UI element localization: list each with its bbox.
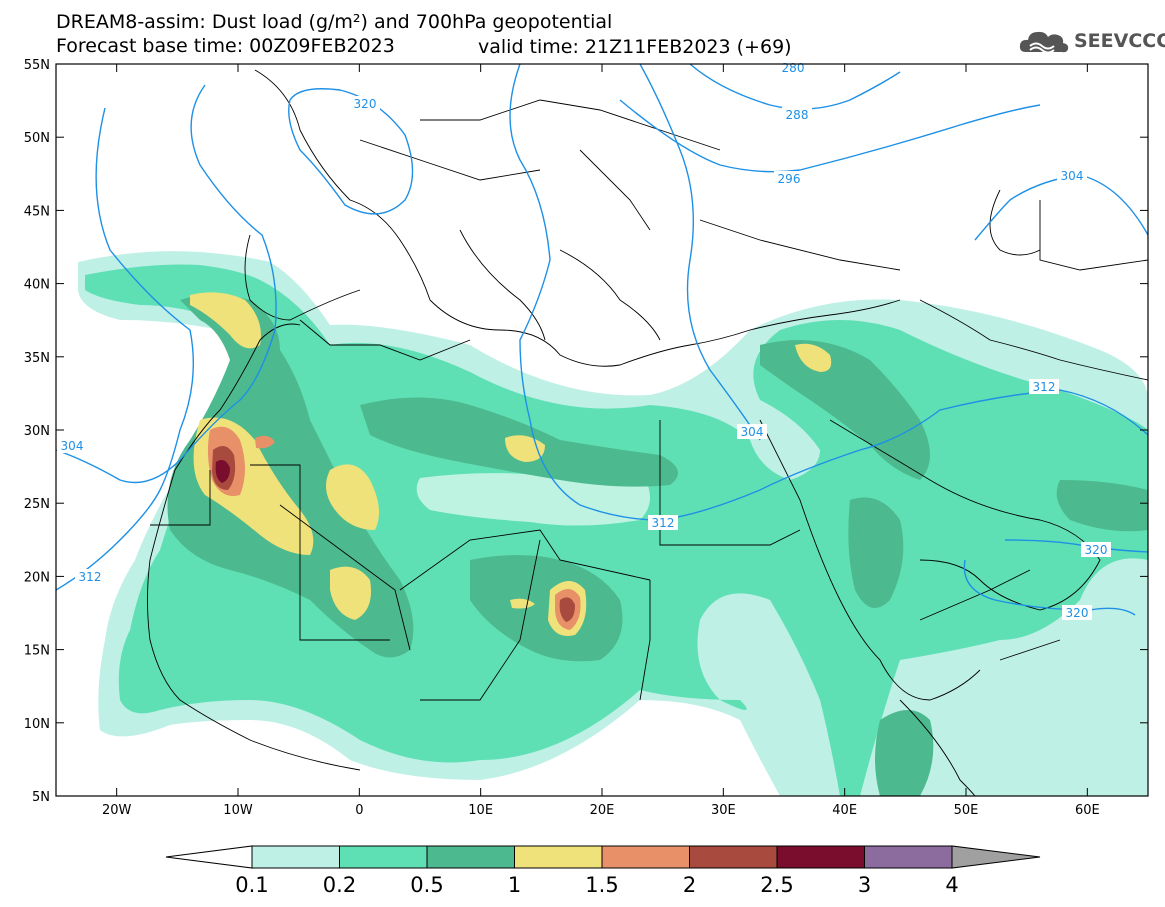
colorbar-box bbox=[251, 845, 340, 869]
seevccc-logo: SEEVCCC bbox=[1018, 26, 1165, 58]
map-axes: 20W 10W 0 10E 20E 30E 40E 50E 60E 55N 50N 45N 40N 35N… bbox=[24, 58, 1148, 818]
svg-text:320: 320 bbox=[1085, 543, 1108, 557]
lat-tick-label: 55N bbox=[24, 58, 50, 73]
contour-labels: 280 288 296 304 304 304 312 312 312 320 320 320 bbox=[57, 60, 1111, 620]
svg-text:304: 304 bbox=[1061, 169, 1084, 183]
svg-text:320: 320 bbox=[1066, 606, 1089, 620]
lat-tick-label: 15N bbox=[24, 644, 50, 659]
contour-label: 304 bbox=[737, 424, 767, 439]
contour-label: 320 bbox=[1081, 542, 1111, 557]
lon-tick-label: 20W bbox=[102, 803, 132, 818]
lon-tick-label: 20E bbox=[590, 803, 615, 818]
lon-tick-label: 40E bbox=[832, 803, 857, 818]
contour-label: 288 bbox=[782, 107, 812, 122]
svg-text:312: 312 bbox=[652, 516, 675, 530]
svg-text:304: 304 bbox=[61, 439, 84, 453]
colorbar: 0.1 0.2 0.5 1 1.5 2 2.5 3 4 bbox=[165, 845, 1041, 897]
svg-text:288: 288 bbox=[786, 108, 809, 122]
colorbar-box bbox=[689, 845, 778, 869]
colorbar-label: 2 bbox=[683, 873, 696, 897]
contour-label: 320 bbox=[1062, 605, 1092, 620]
colorbar-label: 2.5 bbox=[760, 873, 793, 897]
colorbar-box bbox=[601, 845, 690, 869]
lon-tick-label: 60E bbox=[1075, 803, 1100, 818]
colorbar-box bbox=[864, 845, 953, 869]
dust-field bbox=[78, 251, 1148, 796]
svg-text:280: 280 bbox=[782, 61, 805, 75]
colorbar-label: 4 bbox=[945, 873, 958, 897]
contour-label: 320 bbox=[350, 96, 380, 111]
contour-label: 312 bbox=[648, 515, 678, 530]
lon-tick-label: 50E bbox=[954, 803, 979, 818]
colorbar-label: 0.5 bbox=[410, 873, 443, 897]
geopotential-contours bbox=[56, 64, 1148, 616]
svg-text:312: 312 bbox=[79, 570, 102, 584]
colorbar-box bbox=[339, 845, 428, 869]
logo-text: SEEVCCC bbox=[1074, 30, 1165, 52]
colorbar-over-arrow bbox=[951, 845, 1041, 869]
map-title: DREAM8-assim: Dust load (g/m²) and 700hP… bbox=[56, 11, 613, 33]
lat-tick-label: 45N bbox=[24, 204, 50, 219]
contour-label: 312 bbox=[1029, 379, 1059, 394]
colorbar-label: 0.2 bbox=[323, 873, 356, 897]
lat-tick-label: 35N bbox=[24, 351, 50, 366]
lon-tick-label: 10W bbox=[223, 803, 253, 818]
colorbar-label: 0.1 bbox=[235, 873, 268, 897]
lat-tick-label: 5N bbox=[32, 790, 50, 805]
svg-text:312: 312 bbox=[1033, 380, 1056, 394]
lon-tick-label: 10E bbox=[468, 803, 493, 818]
lat-tick-label: 50N bbox=[24, 131, 50, 146]
lon-tick-label: 0 bbox=[355, 803, 363, 818]
lat-tick-label: 25N bbox=[24, 497, 50, 512]
contour-label: 296 bbox=[774, 171, 804, 186]
valid-time: valid time: 21Z11FEB2023 (+69) bbox=[478, 36, 792, 58]
colorbar-label: 1.5 bbox=[585, 873, 618, 897]
colorbar-box bbox=[776, 845, 865, 869]
colorbar-label: 3 bbox=[858, 873, 871, 897]
lon-tick-label: 30E bbox=[711, 803, 736, 818]
lat-tick-label: 10N bbox=[24, 717, 50, 732]
svg-text:320: 320 bbox=[354, 97, 377, 111]
contour-label: 280 bbox=[778, 60, 808, 75]
contour-label: 304 bbox=[1057, 168, 1087, 183]
contour-label: 304 bbox=[57, 438, 87, 453]
colorbar-box bbox=[514, 845, 603, 869]
colorbar-box bbox=[426, 845, 515, 869]
contour-label: 312 bbox=[75, 569, 105, 584]
lat-tick-label: 40N bbox=[24, 278, 50, 293]
lat-tick-label: 20N bbox=[24, 570, 50, 585]
colorbar-label: 1 bbox=[508, 873, 521, 897]
svg-text:296: 296 bbox=[778, 172, 801, 186]
svg-text:304: 304 bbox=[741, 425, 764, 439]
lat-tick-label: 30N bbox=[24, 424, 50, 439]
forecast-base-time: Forecast base time: 00Z09FEB2023 bbox=[56, 35, 395, 57]
colorbar-under-arrow bbox=[165, 845, 253, 869]
cloud-icon bbox=[1019, 31, 1069, 54]
